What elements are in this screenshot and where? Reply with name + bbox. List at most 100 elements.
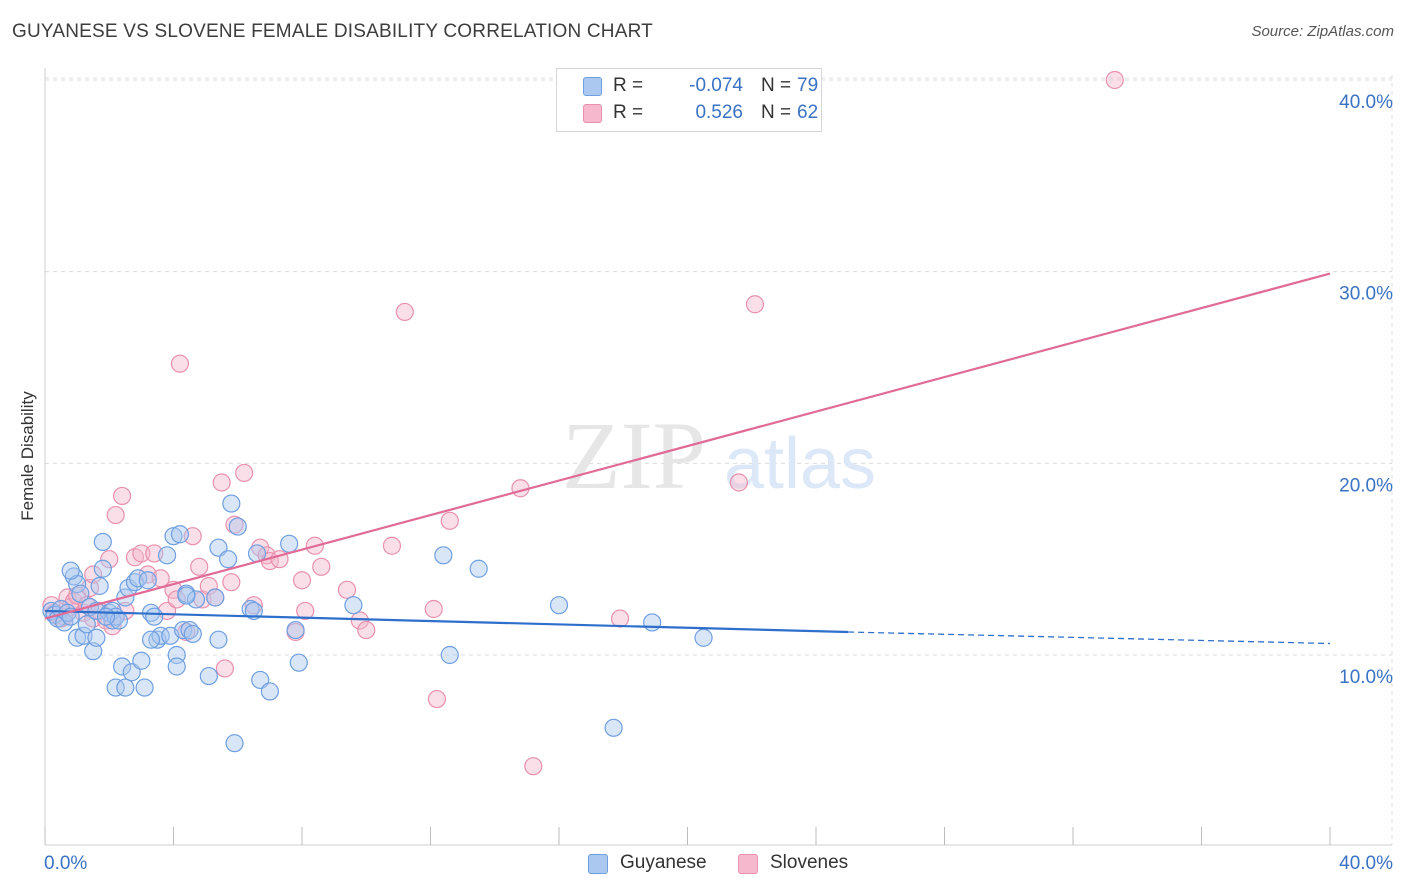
guyanese-trendline <box>44 609 849 634</box>
slovenes-trendline <box>44 272 1331 620</box>
guyanese-point <box>289 653 308 672</box>
tick-label-layer: 10.0% 20.0% 30.0% 40.0% 0.0% 40.0% <box>44 92 1393 874</box>
slovenes-swatch-icon <box>738 854 758 874</box>
points-layer <box>42 70 1124 776</box>
r-label: R = <box>613 102 644 123</box>
slovene-point <box>357 620 376 640</box>
guyanese-point <box>174 620 193 640</box>
guyanese-point <box>604 718 623 737</box>
guyanese-point <box>225 734 244 753</box>
guyanese-point <box>260 682 279 701</box>
slovene-point <box>292 571 312 590</box>
slovene-point <box>235 463 254 483</box>
n-label: N = <box>761 75 792 96</box>
guyanese-point <box>71 584 90 603</box>
slovene-point <box>427 689 447 709</box>
slovene-point <box>84 565 103 584</box>
slovene-point <box>337 580 357 599</box>
guyanese-point <box>643 613 662 632</box>
trend-layer <box>44 272 1331 645</box>
legend-label-guyanese: Guyanese <box>620 852 707 873</box>
guyanese-point <box>106 678 125 697</box>
slovene-point <box>382 536 402 555</box>
guyanese-point <box>177 586 196 605</box>
legend-label-slovenes: Slovenes <box>770 852 849 873</box>
slovene-point <box>100 550 119 569</box>
guyanese-point <box>96 607 116 626</box>
guyanese-point <box>87 628 106 647</box>
slovenes-swatch-icon <box>583 104 602 123</box>
guyanese-swatch-icon <box>583 77 602 96</box>
guyanese-point <box>199 666 218 686</box>
slovene-point <box>312 557 331 576</box>
guyanese-point <box>549 596 569 615</box>
guyanese-point <box>61 561 80 580</box>
correlation-legend: R = -0.074 N = 79 R = 0.526 N = 62 <box>556 68 822 132</box>
x-tick-label-min: 0.0% <box>44 853 87 874</box>
guyanese-point <box>183 624 202 644</box>
guyanese-point <box>241 599 260 619</box>
slovene-point <box>167 590 186 609</box>
slovene-point <box>729 473 749 492</box>
n-label: N = <box>761 102 792 123</box>
guyanese-point <box>112 657 132 676</box>
slovene-point <box>1105 70 1124 90</box>
guyanese-point <box>77 615 96 634</box>
r-value: 0.526 <box>695 102 743 123</box>
n-value: 79 <box>797 75 819 96</box>
guyanese-point <box>132 651 151 670</box>
n-value: 62 <box>797 102 819 123</box>
guyanese-point <box>280 534 299 553</box>
guyanese-point <box>344 596 363 615</box>
slovene-point <box>395 302 414 322</box>
guyanese-point <box>440 645 459 665</box>
source-credit: Source: ZipAtlas.com <box>1251 23 1394 40</box>
slovene-point <box>132 544 151 563</box>
guyanese-point <box>244 601 263 621</box>
guyanese-point <box>84 642 103 661</box>
guyanese-point <box>145 607 164 626</box>
slovene-point <box>215 659 234 678</box>
guyanese-point <box>694 628 713 647</box>
y-tick-label: 40.0% <box>1339 92 1393 113</box>
chart-title: GUYANESE VS SLOVENE FEMALE DISABILITY CO… <box>12 21 653 42</box>
guyanese-point <box>68 628 87 647</box>
slovene-point <box>440 511 459 530</box>
slovene-point <box>610 609 630 628</box>
watermark-atlas: atlas <box>724 424 876 504</box>
guyanese-point <box>138 571 157 590</box>
guyanese-point <box>469 559 488 578</box>
slovene-point <box>116 601 135 621</box>
slovene-point <box>424 599 443 619</box>
guyanese-point <box>434 546 453 565</box>
guyanese-point <box>135 678 154 697</box>
r-label: R = <box>613 75 644 96</box>
slovene-point <box>199 576 218 596</box>
r-value: -0.074 <box>689 75 743 96</box>
guyanese-point <box>141 630 161 649</box>
slovene-point <box>170 354 190 373</box>
slovene-point <box>296 601 315 621</box>
guyanese-point <box>206 588 225 607</box>
guyanese-point <box>90 576 109 596</box>
axis-layer <box>44 68 1392 846</box>
slovene-point <box>112 486 132 506</box>
guyanese-point <box>116 678 135 697</box>
x-tick-label-max: 40.0% <box>1339 853 1393 874</box>
y-tick-label: 20.0% <box>1339 475 1393 496</box>
watermark: ZIP atlas <box>562 402 876 509</box>
guyanese-point <box>93 559 112 578</box>
slovene-point <box>225 515 244 534</box>
slovene-point <box>190 557 209 576</box>
guyanese-point <box>228 517 247 536</box>
grid-layer <box>45 75 1393 845</box>
slovene-point <box>222 573 241 592</box>
guyanese-point <box>157 546 177 565</box>
guyanese-point <box>93 532 112 552</box>
guyanese-point <box>164 527 183 546</box>
y-tick-label: 10.0% <box>1339 667 1393 688</box>
guyanese-point <box>286 620 305 640</box>
guyanese-point <box>151 626 170 645</box>
guyanese-point <box>222 494 241 513</box>
